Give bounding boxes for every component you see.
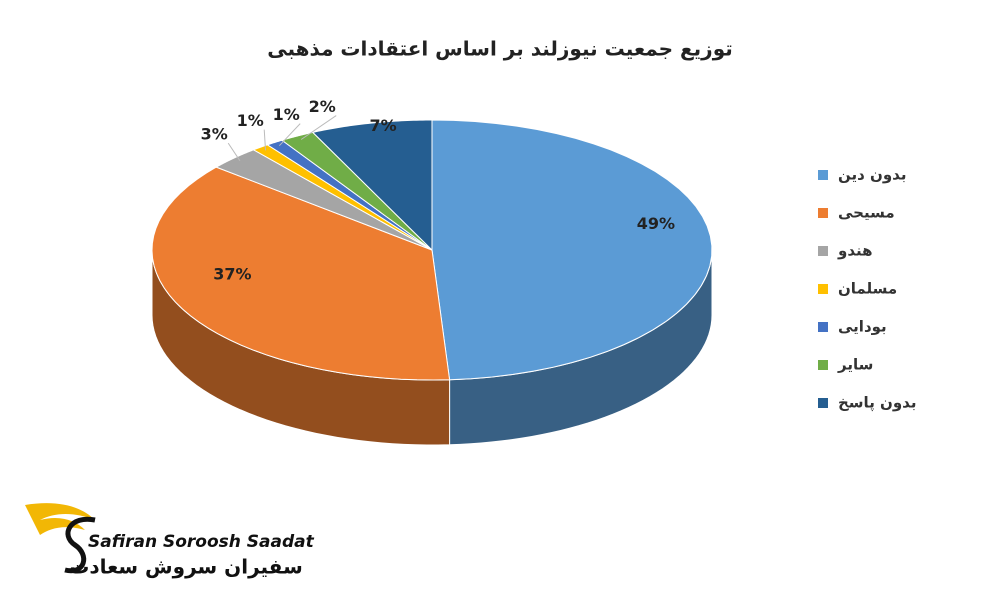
- pie-slice: [280, 131, 433, 251]
- legend-swatch: [818, 360, 828, 370]
- legend-swatch: [818, 284, 828, 294]
- value-label: 49%: [637, 214, 675, 233]
- legend-label: بودایی: [838, 318, 887, 336]
- logo-name-en: Safiran Soroosh Saadat: [88, 532, 315, 552]
- legend-label: مسیحی: [838, 204, 895, 222]
- value-label: 1%: [237, 111, 264, 130]
- leader-line: [227, 142, 241, 162]
- pie-tops: [151, 119, 713, 381]
- legend-label: سایر: [837, 356, 873, 374]
- legend-swatch: [818, 208, 828, 218]
- logo-wing: [25, 503, 95, 535]
- logo-swan: [64, 516, 96, 574]
- logo: Safiran Soroosh Saadat سفیران سروش سعادت: [25, 503, 315, 579]
- leader-line: [278, 123, 301, 147]
- chart-title: توزیع جمعیت نیوزلند بر اساس اعتقادات مذه…: [267, 37, 733, 61]
- legend-label: مسلمان: [838, 280, 897, 298]
- legend-swatch: [818, 246, 828, 256]
- value-label: 3%: [201, 125, 228, 144]
- pie-slice: [215, 149, 433, 251]
- value-label: 1%: [273, 105, 300, 124]
- leader-line: [263, 129, 267, 151]
- legend-label: بدون دین: [838, 166, 906, 184]
- legend-label: هندو: [837, 242, 873, 260]
- leader-line: [300, 115, 337, 140]
- pie-slice: [266, 139, 433, 251]
- pie-slice: [311, 119, 433, 252]
- value-label: 2%: [309, 97, 336, 116]
- value-label: 37%: [213, 265, 251, 284]
- pie-slice: [431, 119, 713, 381]
- value-label: 7%: [370, 116, 397, 135]
- logo-name-fa: سفیران سروش سعادت: [69, 555, 303, 579]
- legend-label: بدون پاسخ: [838, 394, 916, 413]
- legend-swatch: [818, 170, 828, 180]
- legend-swatch: [818, 398, 828, 408]
- legend-swatch: [818, 322, 828, 332]
- pie-slice: [151, 166, 451, 381]
